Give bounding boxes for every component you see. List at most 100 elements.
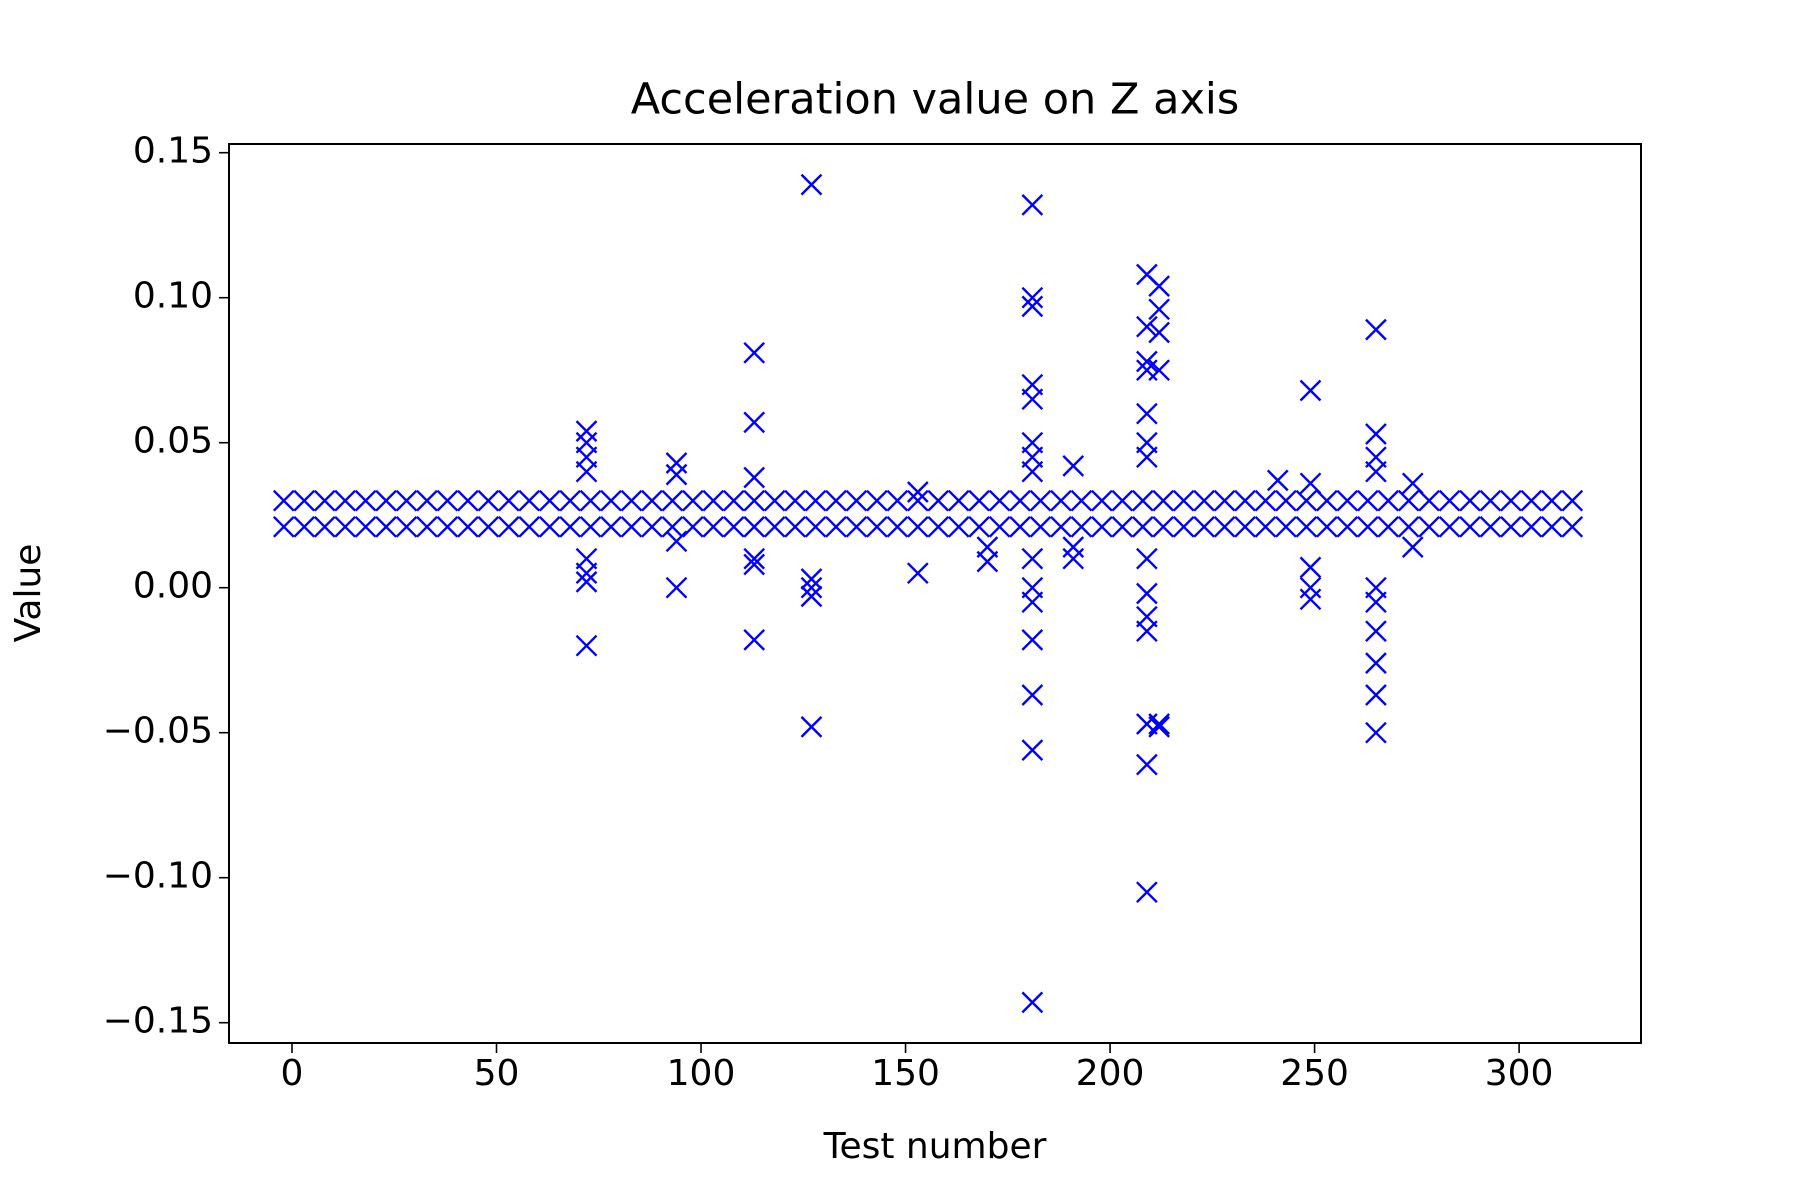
marker [1365,423,1387,445]
marker [1148,298,1170,321]
marker [1365,318,1387,341]
marker [1266,469,1289,492]
marker [1136,753,1158,776]
marker [1172,489,1195,512]
marker [1213,515,1236,538]
marker [1062,536,1085,558]
marker [1091,515,1113,538]
marker [1136,620,1158,643]
marker [1136,350,1158,373]
marker [1295,489,1318,512]
plot-frame [228,143,1642,1044]
marker [825,489,847,512]
x-tick-label: 100 [667,1053,736,1094]
marker [665,452,688,474]
marker [575,562,598,585]
marker [1050,489,1072,512]
marker [538,489,561,512]
marker [1009,489,1031,512]
marker [845,489,868,512]
x-tick-label: 150 [871,1053,940,1094]
marker [1021,739,1044,761]
marker [1438,489,1461,512]
x-tick-label: 200 [1076,1053,1145,1094]
marker [1275,515,1297,538]
marker [559,515,581,538]
marker [416,489,438,512]
marker [800,585,823,608]
marker [1299,576,1322,599]
marker [1021,194,1044,216]
x-tick-label: 0 [281,1053,304,1094]
marker [641,515,663,538]
marker [1234,515,1256,538]
marker [1299,379,1322,402]
marker [1136,881,1158,904]
marker [906,489,929,512]
marker [1136,547,1158,570]
marker [743,547,766,570]
marker [1275,489,1297,512]
marker [518,489,541,512]
marker [436,515,459,538]
marker [743,489,766,512]
marker [1021,591,1044,614]
marker [743,553,766,576]
marker [1500,515,1522,538]
marker [1148,359,1170,382]
y-tick-label: 0.05 [133,421,213,462]
marker [763,515,786,538]
marker [1459,515,1481,538]
marker [866,515,888,538]
y-tick-label: −0.10 [103,856,213,897]
marker [1148,716,1170,738]
marker [1561,515,1584,538]
marker [375,489,397,512]
marker [866,489,888,512]
marker [906,562,929,585]
marker [641,489,663,512]
x-tick-label: 300 [1485,1053,1554,1094]
marker [575,460,598,483]
marker [927,515,950,538]
marker [845,515,868,538]
marker [1365,684,1387,706]
marker [947,515,970,538]
marker [1131,515,1154,538]
marker [800,568,823,590]
marker [272,515,295,538]
marker [620,515,643,538]
marker [968,489,991,512]
marker [906,481,929,503]
y-tick-label: 0.10 [133,276,213,317]
x-tick-label: 50 [474,1053,520,1094]
marker [1111,489,1134,512]
marker [682,489,704,512]
y-tick-label: 0.15 [133,131,213,172]
marker [395,515,418,538]
marker [1299,556,1322,579]
marker [1254,489,1277,512]
marker [1152,489,1175,512]
marker [804,515,827,538]
marker [1021,388,1044,411]
marker [1009,515,1031,538]
marker [1365,460,1387,483]
x-tick-label: 250 [1280,1053,1349,1094]
marker [1479,515,1502,538]
marker [743,515,766,538]
marker [1091,489,1113,512]
marker [1365,620,1387,643]
marker [1070,515,1093,538]
marker [722,515,745,538]
marker [804,489,827,512]
marker [682,515,704,538]
marker [743,466,766,489]
marker [1365,591,1387,614]
marker [988,489,1011,512]
marker [575,571,598,593]
marker [334,515,357,538]
marker [1500,489,1522,512]
marker [1021,547,1044,570]
